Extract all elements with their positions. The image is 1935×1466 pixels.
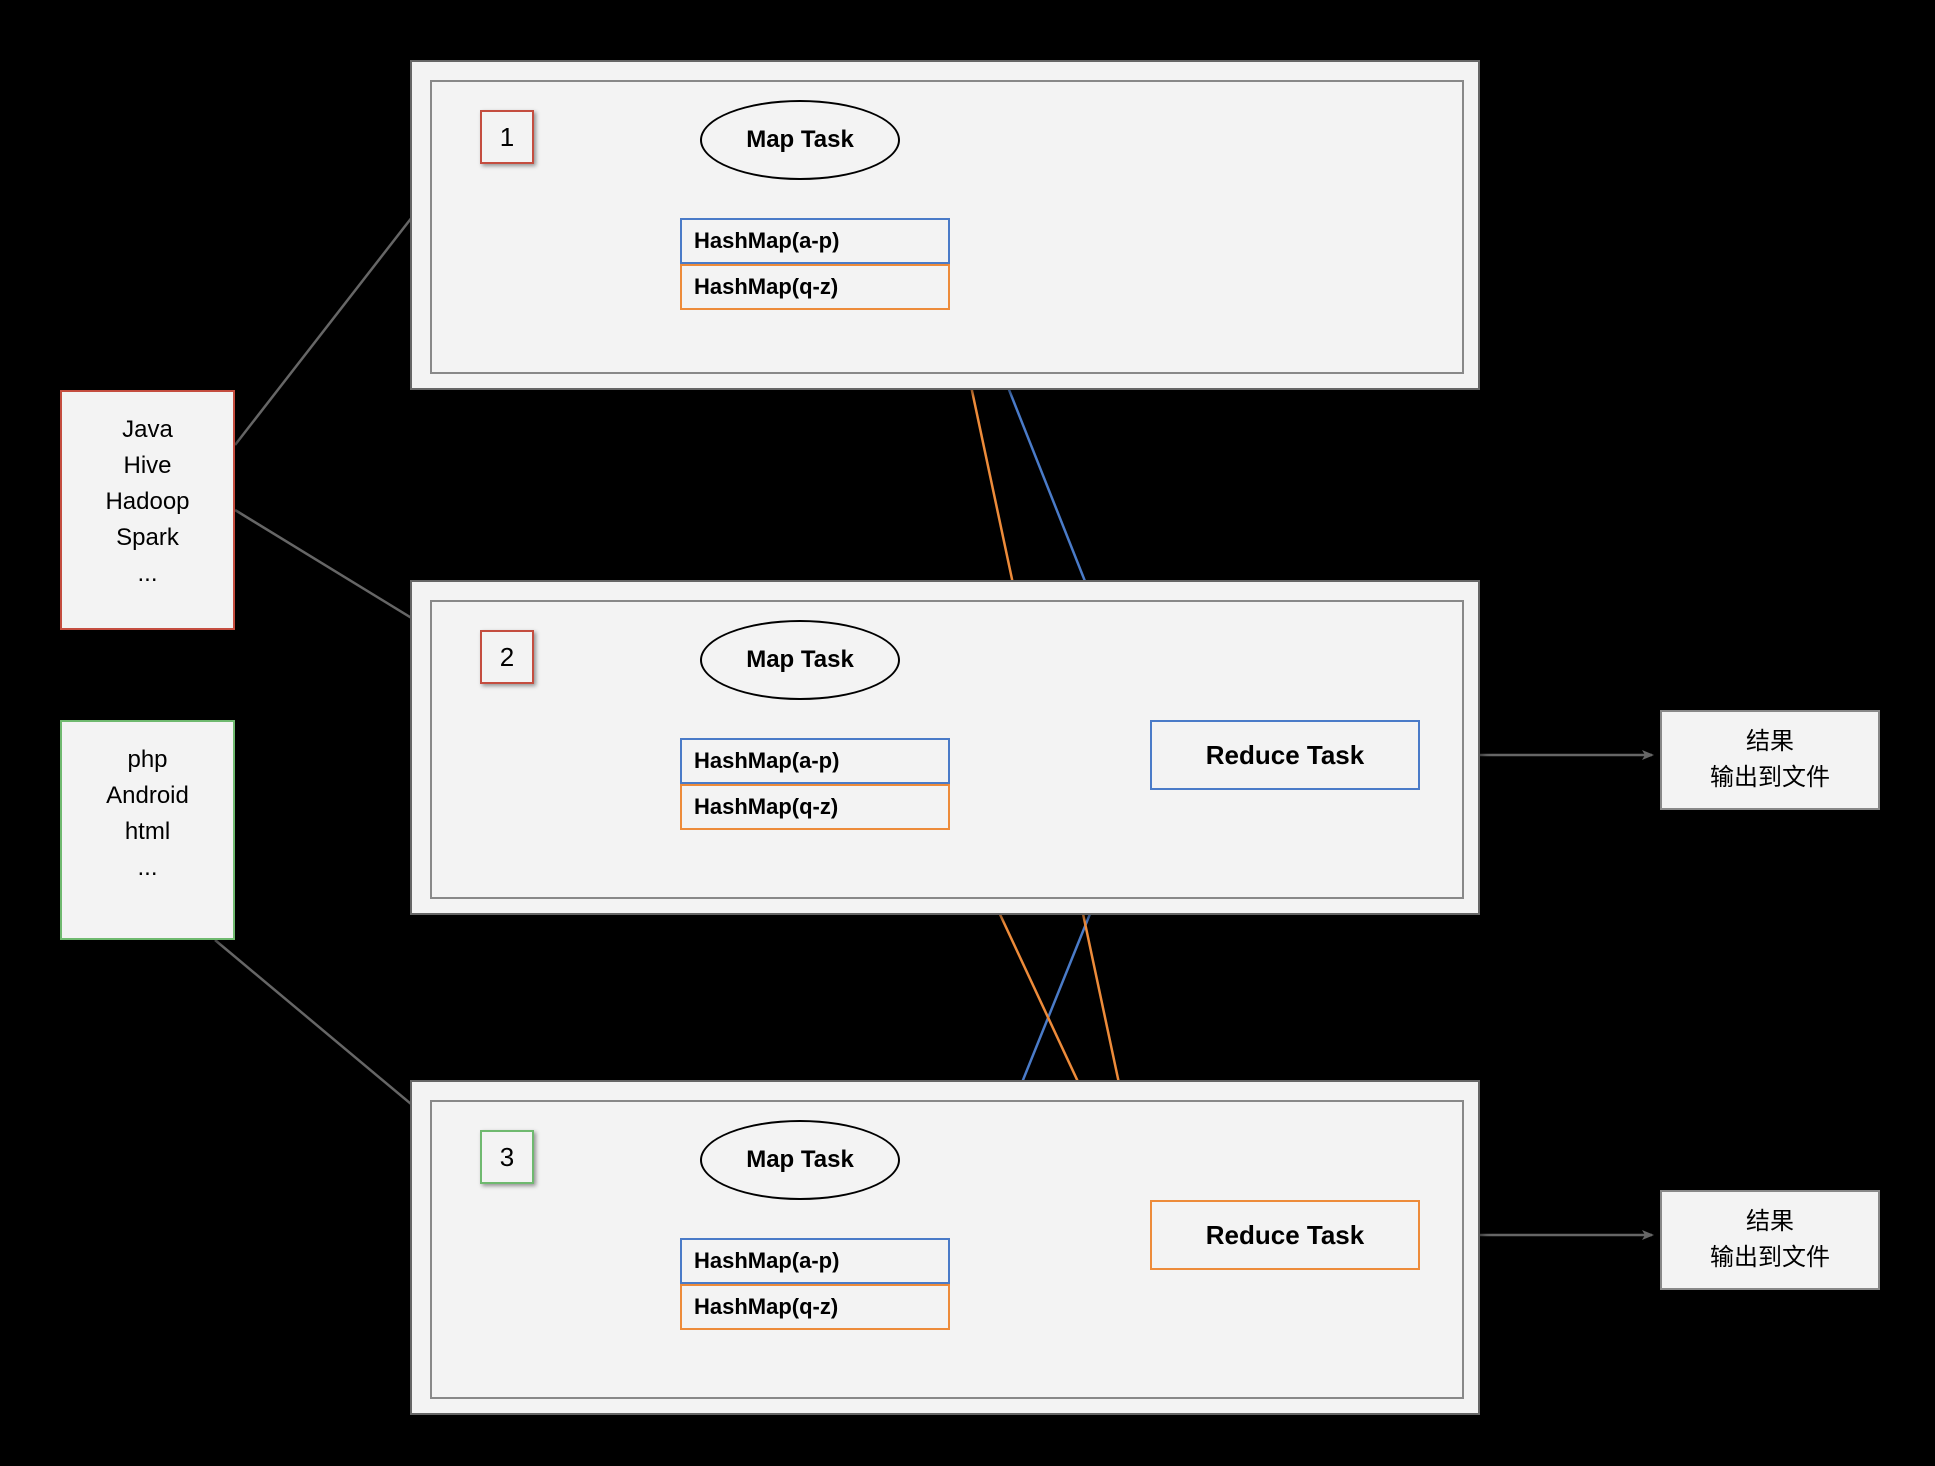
output-line2: 输出到文件 bbox=[1710, 1240, 1830, 1276]
input-line: Android bbox=[62, 778, 233, 814]
output-line1: 结果 bbox=[1746, 724, 1794, 760]
split-number-1: 1 bbox=[480, 110, 534, 164]
input-line: Java bbox=[62, 412, 233, 448]
hashmap-box-2: HashMap(q-z) bbox=[680, 264, 950, 310]
input-line: html bbox=[62, 814, 233, 850]
output-box-1: 结果输出到文件 bbox=[1660, 710, 1880, 810]
input-line: ... bbox=[62, 556, 233, 592]
hashmap-box-1: HashMap(a-p) bbox=[680, 218, 950, 264]
map-task-ellipse-2: Map Task bbox=[700, 620, 900, 700]
output-line2: 输出到文件 bbox=[1710, 760, 1830, 796]
output-box-2: 结果输出到文件 bbox=[1660, 1190, 1880, 1290]
diagram-canvas: JavaHiveHadoopSpark...phpAndroidhtml...1… bbox=[0, 0, 1935, 1466]
map-task-ellipse-3: Map Task bbox=[700, 1120, 900, 1200]
hashmap-box-5: HashMap(a-p) bbox=[680, 1238, 950, 1284]
hashmap-box-3: HashMap(a-p) bbox=[680, 738, 950, 784]
input-line: Hive bbox=[62, 448, 233, 484]
input-line: Hadoop bbox=[62, 484, 233, 520]
hashmap-box-4: HashMap(q-z) bbox=[680, 784, 950, 830]
input-line: ... bbox=[62, 850, 233, 886]
input-box-2: phpAndroidhtml... bbox=[60, 720, 235, 940]
map-task-ellipse-1: Map Task bbox=[700, 100, 900, 180]
output-line1: 结果 bbox=[1746, 1204, 1794, 1240]
input-line: Spark bbox=[62, 520, 233, 556]
split-number-2: 2 bbox=[480, 630, 534, 684]
input-line: php bbox=[62, 742, 233, 778]
hashmap-box-6: HashMap(q-z) bbox=[680, 1284, 950, 1330]
input-box-1: JavaHiveHadoopSpark... bbox=[60, 390, 235, 630]
reduce-task-2: Reduce Task bbox=[1150, 1200, 1420, 1270]
split-number-3: 3 bbox=[480, 1130, 534, 1184]
reduce-task-1: Reduce Task bbox=[1150, 720, 1420, 790]
